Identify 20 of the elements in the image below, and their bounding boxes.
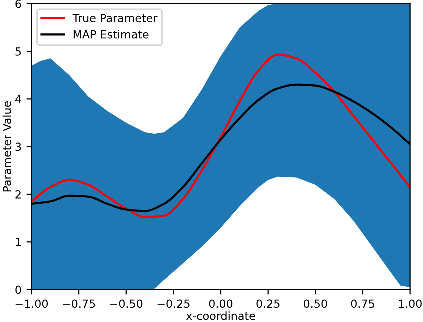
x-tick-label: 0.25 xyxy=(256,300,280,308)
x-tick-label: −1.00 xyxy=(16,300,48,308)
x-tick-label: −0.25 xyxy=(158,300,190,308)
legend-label: MAP Estimate xyxy=(74,30,149,39)
y-tick-label: 1 xyxy=(16,238,21,246)
y-tick-label: 4 xyxy=(15,95,22,104)
x-tick-label: 0.75 xyxy=(351,300,374,308)
x-tick-label: 0.50 xyxy=(304,300,328,308)
x-axis-title: x-coordinate xyxy=(186,312,256,320)
x-tick-label: 1.00 xyxy=(399,300,422,308)
y-tick-label: 5 xyxy=(16,48,22,56)
y-tick-label: 3 xyxy=(16,142,22,152)
y-tick-label: 2 xyxy=(16,190,21,199)
y-axis-title: Parameter Value xyxy=(2,101,12,192)
y-tick-label: 0 xyxy=(16,286,22,294)
x-tick-label: 0.00 xyxy=(209,300,233,308)
legend-label: True Parameter xyxy=(72,14,158,22)
x-tick-label: −0.75 xyxy=(63,300,96,308)
y-tick-label: 6 xyxy=(16,0,22,8)
x-tick-label: −0.50 xyxy=(110,300,143,308)
